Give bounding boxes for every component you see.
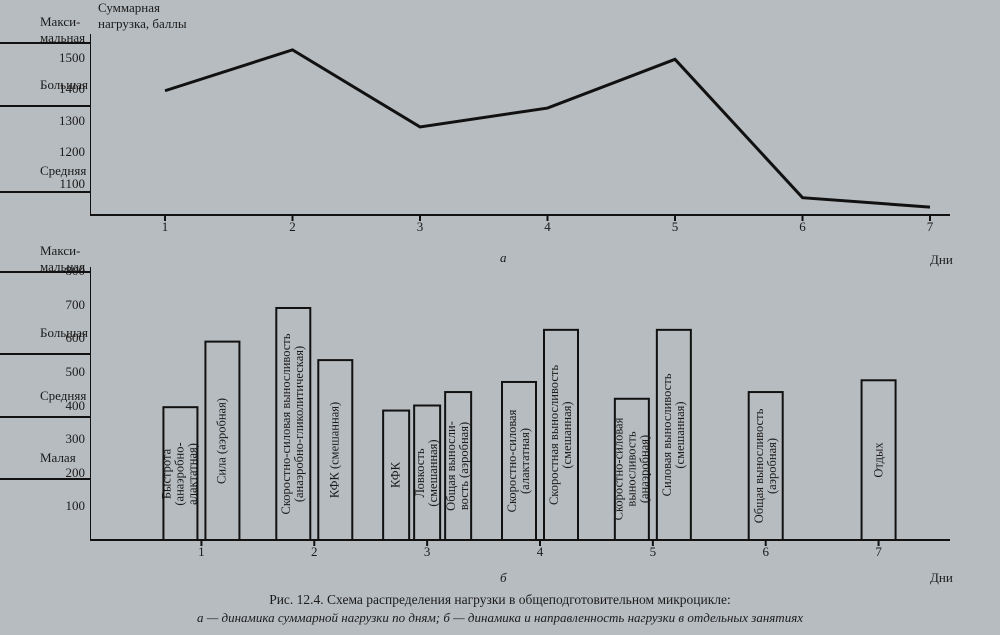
chart-a-panel-letter: а (500, 250, 507, 266)
chart-a-xtick-6: 6 (799, 219, 806, 235)
chart-b-xtick-7: 7 (875, 544, 882, 560)
chart-b-hline (0, 478, 90, 480)
bar-label-day5-0: Скоростно-силоваявыносливость(анаэробная… (612, 418, 651, 521)
bar-label-day2-1: КФК (смешанная) (329, 402, 342, 498)
chart-a-cat-Средняя: Средняя (40, 163, 120, 179)
chart-b-panel-letter: б (500, 570, 507, 586)
chart-b-cat-Средняя: Средняя (40, 388, 120, 404)
bar-label-day5-1: Силовая выносливость(смешанная) (661, 374, 687, 497)
chart-a-ytick-1500: 1500 (0, 50, 85, 66)
chart-b-xtick-2: 2 (311, 544, 318, 560)
figure-caption-sub-text: а — динамика суммарной нагрузки по дням;… (197, 610, 803, 625)
chart-a-ytick-1200: 1200 (0, 144, 85, 160)
chart-a-xtick-7: 7 (927, 219, 934, 235)
chart-b-ytick-300: 300 (0, 431, 85, 447)
chart-b-xtick-5: 5 (650, 544, 657, 560)
bar-label-day6-0: Общая выносливость(аэробная) (753, 409, 779, 524)
chart-b-xtick-3: 3 (424, 544, 431, 560)
chart-b-xtick-1: 1 (198, 544, 205, 560)
chart-b-xtick-4: 4 (537, 544, 544, 560)
chart-a-cat-Макси- мальная: Макси- мальная (40, 14, 120, 46)
figure-12-4: Суммарная нагрузка, баллы а Дни б Дни Ри… (0, 0, 1000, 635)
figure-caption-main: Рис. 12.4. Схема распределения нагрузки … (269, 592, 731, 607)
chart-a-hline (0, 191, 90, 193)
chart-a-hline (0, 105, 90, 107)
chart-a-xtick-5: 5 (672, 219, 679, 235)
bar-label-day1-0: Быстрота(анаэробно-алактатная) (161, 442, 200, 505)
chart-b-xtick-6: 6 (762, 544, 769, 560)
chart-a-xtick-1: 1 (162, 219, 169, 235)
chart-b-hline (0, 416, 90, 418)
chart-a (90, 30, 950, 230)
bar-label-day3-2: Общая выносли-вость (аэробная) (445, 421, 471, 511)
chart-b-ytick-100: 100 (0, 498, 85, 514)
chart-b-ytick-500: 500 (0, 364, 85, 380)
bar-label-day2-0: Скоростно-силовая выносливость(анаэробно… (280, 334, 306, 515)
chart-a-xtick-4: 4 (544, 219, 551, 235)
chart-a-x-title: Дни (930, 252, 953, 268)
chart-b-hline (0, 353, 90, 355)
figure-caption: Рис. 12.4. Схема распределения нагрузки … (0, 592, 1000, 608)
chart-b-cat-Малая: Малая (40, 450, 120, 466)
bar-label-day1-1: Сила (аэробная) (216, 398, 229, 484)
chart-b-cat-Большая: Большая (40, 325, 120, 341)
chart-a-ytick-1300: 1300 (0, 113, 85, 129)
chart-a-xtick-2: 2 (289, 219, 296, 235)
bar-label-day4-1: Скоростная выносливость(смешанная) (548, 365, 574, 505)
bar-label-day4-0: Скоростно-силовая(алактатная) (506, 410, 532, 513)
bar-label-day3-0: КФК (390, 462, 403, 488)
bar-label-day3-1: Ловкость(смешанная) (414, 439, 440, 506)
chart-a-svg (90, 30, 950, 230)
chart-a-xtick-3: 3 (417, 219, 424, 235)
chart-b-cat-Макси- мальная: Макси- мальная (40, 243, 120, 275)
chart-b-ytick-700: 700 (0, 297, 85, 313)
chart-a-cat-Большая: Большая (40, 77, 120, 93)
figure-caption-sub: а — динамика суммарной нагрузки по дням;… (0, 610, 1000, 626)
bar-label-day7-0: Отдых (872, 442, 885, 477)
chart-b-x-title: Дни (930, 570, 953, 586)
